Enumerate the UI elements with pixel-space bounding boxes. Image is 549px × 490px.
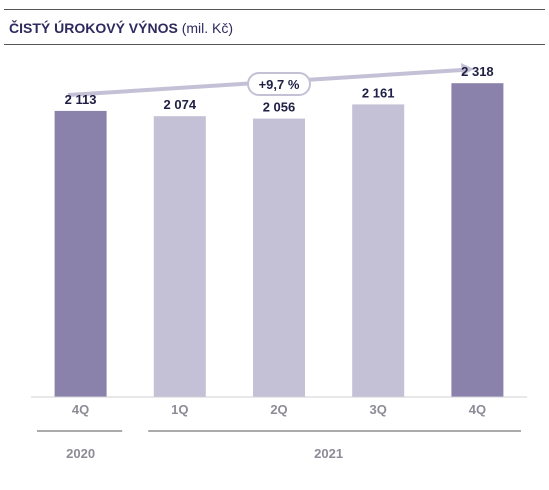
- growth-label: +9,7 %: [259, 77, 300, 92]
- growth-indicator: +9,7 %: [67, 63, 474, 97]
- group-label-2021: 2021: [314, 446, 343, 461]
- category-label-1: 4Q: [72, 402, 89, 417]
- group-label-2020: 2020: [66, 446, 95, 461]
- chart-title-main: ČISTÝ ÚROKOVÝ VÝNOS: [9, 20, 178, 36]
- bar-series: [54, 83, 504, 398]
- value-label-2: 2 074: [164, 97, 197, 112]
- year-group-labels: 2020 2021: [37, 430, 521, 461]
- value-labels: 2 113 2 074 2 056 2 161 2 318: [65, 64, 494, 114]
- value-label-4: 2 161: [362, 85, 395, 100]
- value-label-1: 2 113: [65, 92, 97, 107]
- growth-bubble: [247, 72, 311, 96]
- bar-3: [253, 118, 305, 397]
- category-label-5: 4Q: [469, 402, 486, 417]
- category-labels: 4Q 1Q 2Q 3Q 4Q: [72, 402, 486, 417]
- category-label-4: 3Q: [370, 402, 387, 417]
- category-label-2: 1Q: [171, 402, 188, 417]
- bar-1: [54, 110, 107, 398]
- bar-2: [153, 116, 206, 397]
- category-label-3: 2Q: [270, 402, 287, 417]
- value-label-5: 2 318: [461, 64, 494, 79]
- value-label-3: 2 056: [263, 100, 296, 115]
- bar-4: [352, 104, 405, 398]
- bar-5: [451, 83, 504, 397]
- title-bar: ČISTÝ ÚROKOVÝ VÝNOS (mil. Kč): [4, 9, 545, 45]
- chart-title-unit: (mil. Kč): [181, 20, 234, 36]
- chart-title: ČISTÝ ÚROKOVÝ VÝNOS (mil. Kč): [9, 20, 233, 36]
- growth-arrowhead: [461, 63, 474, 76]
